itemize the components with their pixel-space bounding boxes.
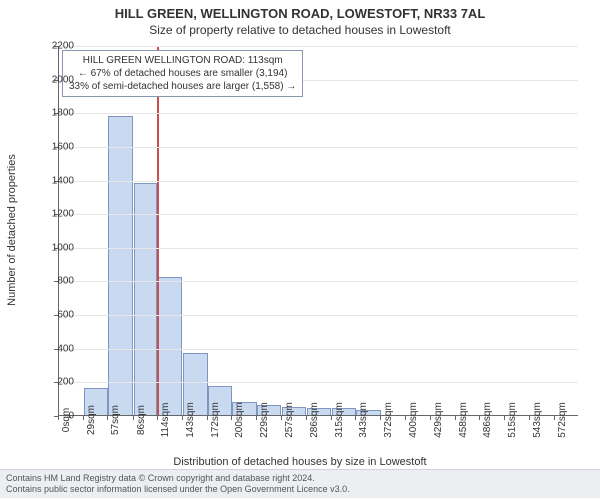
ytick-label: 1600: [34, 141, 74, 152]
x-axis-label: Distribution of detached houses by size …: [0, 456, 600, 468]
xtick-label: 114sqm: [160, 403, 171, 438]
y-axis-label: Number of detached properties: [6, 154, 18, 306]
chart-title-line2: Size of property relative to detached ho…: [0, 21, 600, 37]
xtick-label: 515sqm: [507, 402, 518, 438]
xtick-label: 372sqm: [383, 402, 394, 438]
ytick-label: 600: [34, 310, 74, 321]
xtick-label: 343sqm: [358, 402, 369, 438]
gridline: [59, 181, 578, 182]
gridline: [59, 46, 578, 47]
xtick-mark: [157, 416, 158, 420]
xtick-label: 400sqm: [408, 402, 419, 438]
histogram-bar: [158, 277, 183, 415]
xtick-mark: [380, 416, 381, 420]
footer-attribution: Contains HM Land Registry data © Crown c…: [0, 469, 600, 499]
xtick-label: 29sqm: [86, 405, 97, 435]
annotation-line1: HILL GREEN WELLINGTON ROAD: 113sqm: [69, 54, 296, 67]
xtick-mark: [430, 416, 431, 420]
annotation-box: HILL GREEN WELLINGTON ROAD: 113sqm ← 67%…: [62, 50, 303, 97]
footer-line1: Contains HM Land Registry data © Crown c…: [6, 473, 594, 484]
ytick-label: 400: [34, 343, 74, 354]
xtick-label: 572sqm: [557, 402, 568, 438]
xtick-label: 0sqm: [61, 408, 72, 432]
gridline: [59, 315, 578, 316]
chart-title-line1: HILL GREEN, WELLINGTON ROAD, LOWESTOFT, …: [0, 0, 600, 21]
ytick-label: 2000: [34, 74, 74, 85]
xtick-mark: [554, 416, 555, 420]
ytick-label: 1200: [34, 209, 74, 220]
ytick-label: 1800: [34, 108, 74, 119]
annotation-line3: 33% of semi-detached houses are larger (…: [69, 80, 296, 93]
ytick-label: 1400: [34, 175, 74, 186]
gridline: [59, 113, 578, 114]
xtick-mark: [133, 416, 134, 420]
xtick-mark: [355, 416, 356, 420]
xtick-label: 172sqm: [210, 402, 221, 438]
gridline: [59, 349, 578, 350]
xtick-mark: [256, 416, 257, 420]
xtick-mark: [83, 416, 84, 420]
histogram-bar: [134, 183, 158, 415]
annotation-line2: ← 67% of detached houses are smaller (3,…: [69, 67, 296, 80]
gridline: [59, 281, 578, 282]
marker-line: [157, 46, 159, 415]
xtick-mark: [331, 416, 332, 420]
gridline: [59, 248, 578, 249]
ytick-label: 2200: [34, 41, 74, 52]
gridline: [59, 382, 578, 383]
xtick-label: 200sqm: [234, 402, 245, 438]
xtick-label: 486sqm: [482, 402, 493, 438]
xtick-mark: [529, 416, 530, 420]
xtick-mark: [504, 416, 505, 420]
xtick-label: 315sqm: [334, 402, 345, 438]
chart-plot-area: [58, 46, 578, 416]
bars-container: [59, 46, 578, 415]
xtick-label: 458sqm: [458, 402, 469, 438]
xtick-mark: [107, 416, 108, 420]
xtick-label: 143sqm: [185, 402, 196, 438]
gridline: [59, 214, 578, 215]
xtick-mark: [405, 416, 406, 420]
xtick-mark: [306, 416, 307, 420]
xtick-mark: [479, 416, 480, 420]
xtick-mark: [281, 416, 282, 420]
xtick-label: 229sqm: [259, 402, 270, 438]
footer-line2: Contains public sector information licen…: [6, 484, 594, 495]
xtick-label: 257sqm: [284, 402, 295, 438]
ytick-label: 800: [34, 276, 74, 287]
xtick-label: 429sqm: [433, 402, 444, 438]
xtick-label: 57sqm: [110, 405, 121, 435]
gridline: [59, 147, 578, 148]
xtick-mark: [207, 416, 208, 420]
histogram-bar: [108, 116, 133, 415]
xtick-label: 86sqm: [136, 405, 147, 435]
ytick-label: 200: [34, 377, 74, 388]
xtick-mark: [231, 416, 232, 420]
xtick-mark: [182, 416, 183, 420]
xtick-label: 286sqm: [309, 402, 320, 438]
xtick-mark: [455, 416, 456, 420]
ytick-label: 1000: [34, 242, 74, 253]
xtick-label: 543sqm: [532, 402, 543, 438]
xtick-mark: [58, 416, 59, 420]
